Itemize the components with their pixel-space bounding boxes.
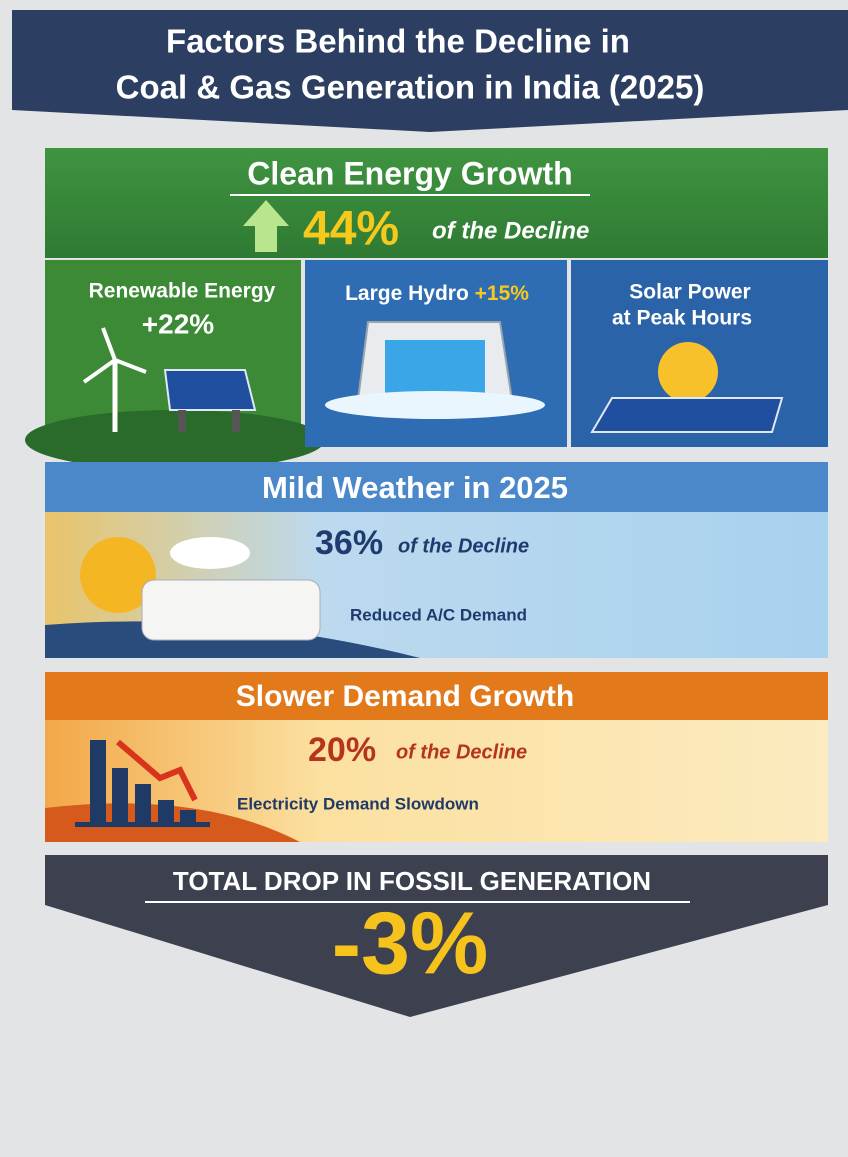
solar-panel-icon — [592, 398, 782, 432]
infographic: Factors Behind the Decline in Coal & Gas… — [0, 0, 848, 1157]
section-share-text: of the Decline — [396, 741, 527, 763]
cloud-icon — [170, 537, 250, 569]
sun-icon — [658, 342, 718, 402]
item-label: Large Hydro — [345, 282, 469, 305]
total-label: TOTAL DROP IN FOSSIL GENERATION — [173, 866, 651, 896]
item-label-line: Large Hydro +15% — [345, 282, 529, 305]
section-share: 44% — [303, 203, 399, 256]
header-title: Coal & Gas Generation in India (2025) — [116, 69, 705, 106]
section-caption: Reduced A/C Demand — [350, 605, 527, 624]
hill — [25, 410, 325, 470]
header-title: Factors Behind the Decline in — [166, 23, 630, 60]
item-value: +22% — [142, 308, 214, 339]
item-value: +15% — [475, 282, 530, 305]
section-title: Mild Weather in 2025 — [262, 470, 568, 505]
body: Factors Behind the Decline in Coal & Gas… — [0, 0, 848, 1157]
ac-unit-icon — [142, 580, 320, 640]
section-share-text: of the Decline — [398, 535, 529, 557]
section-caption: Electricity Demand Slowdown — [237, 794, 479, 813]
page: {"header": {"title_lines": ["Factors Beh… — [0, 0, 848, 1157]
section-share-text: of the Decline — [432, 217, 589, 244]
item-detail: at Peak Hours — [612, 307, 752, 330]
section-title: Clean Energy Growth — [247, 155, 572, 191]
total-value: -3% — [332, 893, 489, 992]
item-label: Solar Power — [629, 281, 750, 304]
section-title: Slower Demand Growth — [236, 680, 574, 713]
section-share: 36% — [315, 524, 383, 562]
item-label: Renewable Energy — [89, 280, 276, 303]
section-share: 20% — [308, 731, 376, 769]
